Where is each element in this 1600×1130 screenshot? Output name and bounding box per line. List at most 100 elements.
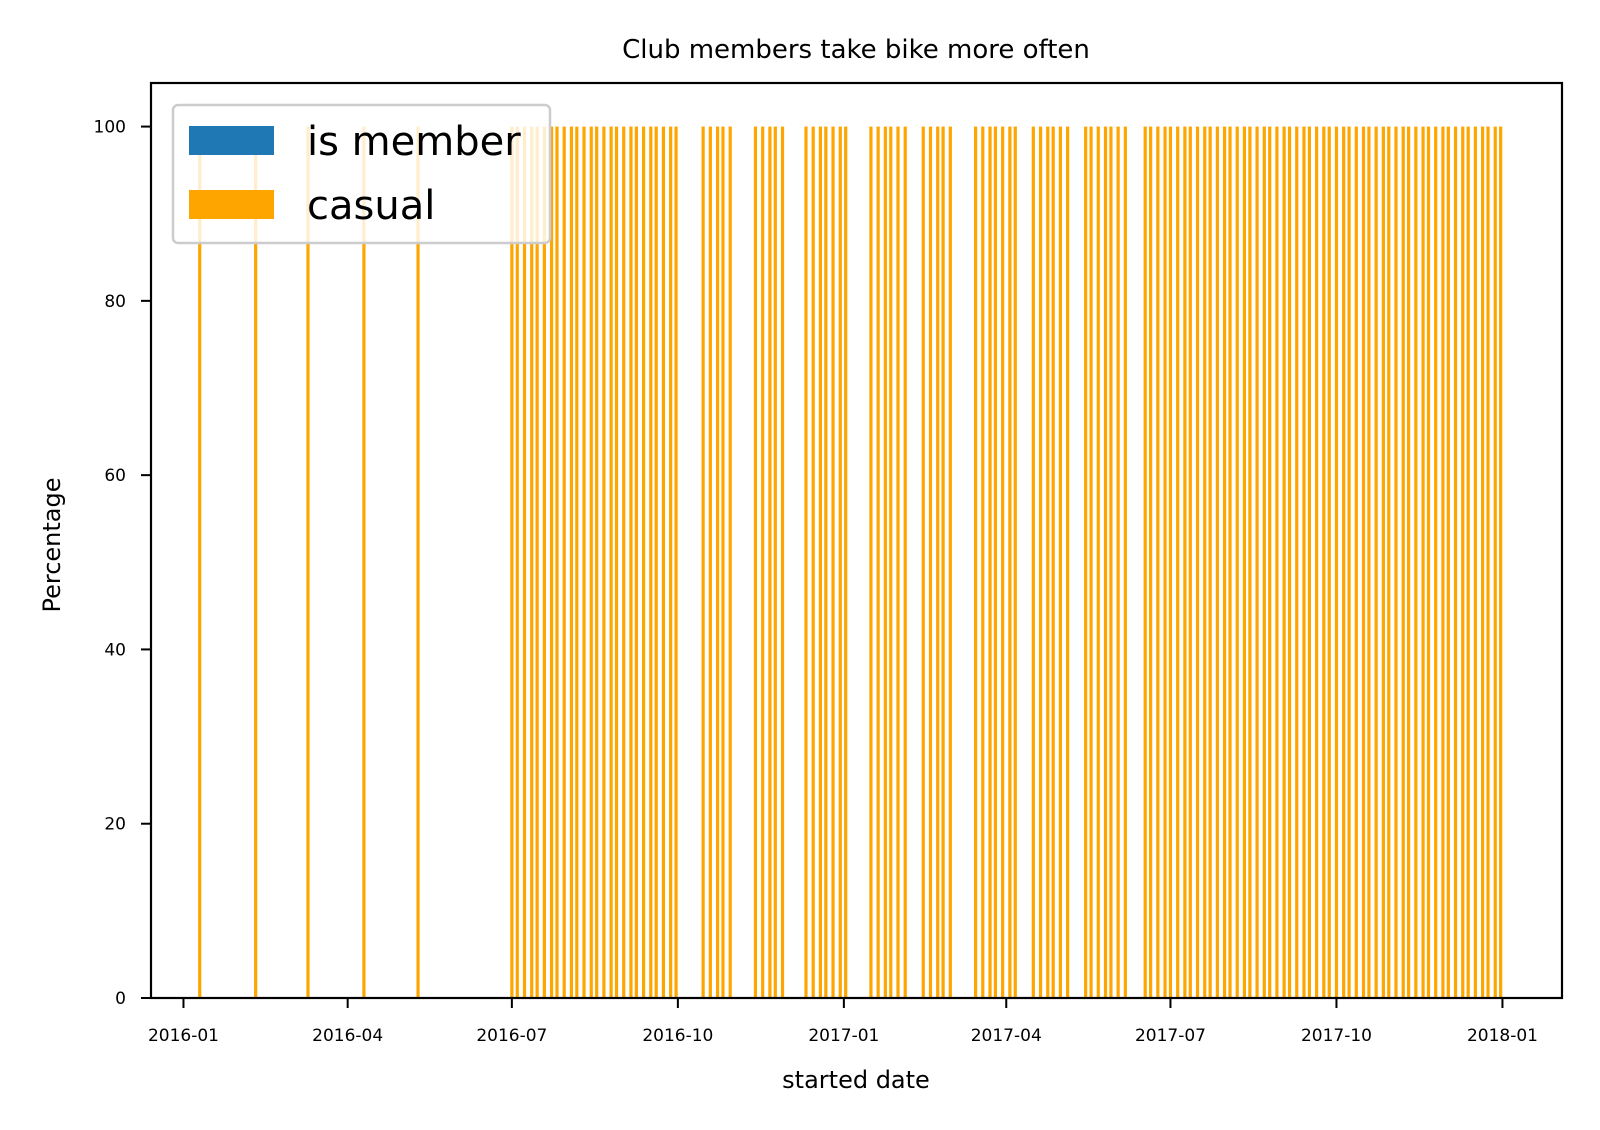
legend-label-is-member: is member [307, 119, 521, 165]
bar-casual [1282, 126, 1286, 998]
bar-casual [654, 126, 658, 998]
bar-casual [1268, 126, 1272, 998]
bar-casual [306, 126, 310, 998]
bar-casual [602, 126, 606, 998]
y-tick-label: 60 [104, 466, 126, 486]
bar-casual [1347, 126, 1351, 998]
bar-casual [1248, 126, 1252, 998]
bar-casual [804, 126, 808, 998]
bar-casual [1453, 126, 1458, 998]
bar-casual [824, 126, 828, 998]
bars-layer [198, 126, 1503, 998]
bar-casual [1493, 126, 1497, 998]
bar-casual [1481, 126, 1485, 998]
y-axis: 0 20 40 60 80 100 [94, 118, 151, 1009]
bar-casual [1441, 126, 1445, 998]
bar-casual [1361, 126, 1366, 998]
bar-casual [928, 126, 933, 998]
bar-casual [1486, 126, 1490, 998]
bar-casual [542, 126, 546, 998]
bar-casual [1058, 126, 1062, 998]
bar-casual [649, 126, 653, 998]
legend: is member casual [171, 103, 552, 245]
bar-casual [582, 126, 586, 998]
bar-casual [780, 126, 785, 998]
bar-casual [831, 126, 835, 998]
bar-casual [701, 126, 705, 998]
bar-casual [1228, 126, 1232, 998]
x-axis: 2016-01 2016-04 2016-07 2016-10 2017-01 2017-… [148, 998, 1538, 1046]
bar-casual [1461, 126, 1465, 998]
bar-casual [1163, 126, 1167, 998]
bar-casual [936, 126, 940, 998]
bar-casual [1421, 126, 1425, 998]
bar-casual [535, 126, 539, 998]
bar-casual [1096, 126, 1100, 998]
bar-casual [838, 126, 842, 998]
bar-casual [1426, 126, 1431, 998]
bar-casual [1103, 126, 1108, 998]
bar-casual [674, 126, 678, 998]
x-tick-label: 2016-01 [148, 1026, 219, 1046]
bar-casual [661, 126, 666, 998]
bar-casual [1156, 126, 1160, 998]
bar-casual [721, 126, 725, 998]
bar-casual [1066, 126, 1070, 998]
bar-casual [1255, 126, 1259, 998]
x-tick-label: 2017-07 [1135, 1026, 1206, 1046]
bar-casual [1342, 126, 1346, 998]
bar-casual [669, 126, 673, 998]
bar-casual [773, 126, 777, 998]
bar-casual [1222, 126, 1227, 998]
bar-casual [562, 126, 566, 998]
bar-casual [362, 126, 366, 998]
bar-casual [844, 126, 848, 998]
x-tick-label: 2017-04 [971, 1026, 1042, 1046]
bar-casual [1051, 126, 1055, 998]
bar-casual [876, 126, 880, 998]
x-tick-label: 2017-10 [1301, 1026, 1372, 1046]
bar-casual [1394, 126, 1398, 998]
bar-casual [1473, 126, 1477, 998]
bar-casual [1446, 126, 1450, 998]
bar-casual [988, 126, 992, 998]
bar-casual [1116, 126, 1120, 998]
bar-casual [530, 126, 534, 998]
bar-casual [575, 126, 579, 998]
bar-casual [198, 126, 202, 998]
bar-casual [1295, 126, 1299, 998]
bar-casual [1262, 126, 1266, 998]
bar-casual [1031, 126, 1035, 998]
bar-casual [1013, 126, 1017, 998]
bar-casual [811, 126, 815, 998]
bar-casual [1354, 126, 1358, 998]
bar-casual [941, 126, 945, 998]
bar-casual [1046, 126, 1050, 998]
bar-casual [634, 126, 638, 998]
bar-casual [1215, 126, 1219, 998]
bar-casual [609, 126, 613, 998]
bar-casual [1008, 126, 1012, 998]
bar-casual [1407, 126, 1411, 998]
bar-casual [595, 126, 599, 998]
bar-casual [921, 126, 925, 998]
bar-casual [1242, 126, 1247, 998]
bar-casual [1208, 126, 1212, 998]
bar-casual [715, 126, 720, 998]
legend-swatch-is-member [189, 126, 274, 155]
bar-casual [1302, 126, 1306, 998]
bar-casual [1188, 126, 1192, 998]
bar-casual [622, 126, 626, 998]
legend-label-casual: casual [307, 183, 435, 229]
bar-casual [1466, 126, 1470, 998]
bar-casual [1235, 126, 1239, 998]
bar-casual [614, 126, 619, 998]
bar-casual [993, 126, 998, 998]
bar-casual [254, 126, 258, 998]
bar-casual [1307, 126, 1311, 998]
bar-casual [948, 126, 952, 998]
y-tick-label: 0 [115, 989, 126, 1009]
bar-casual [1203, 126, 1207, 998]
